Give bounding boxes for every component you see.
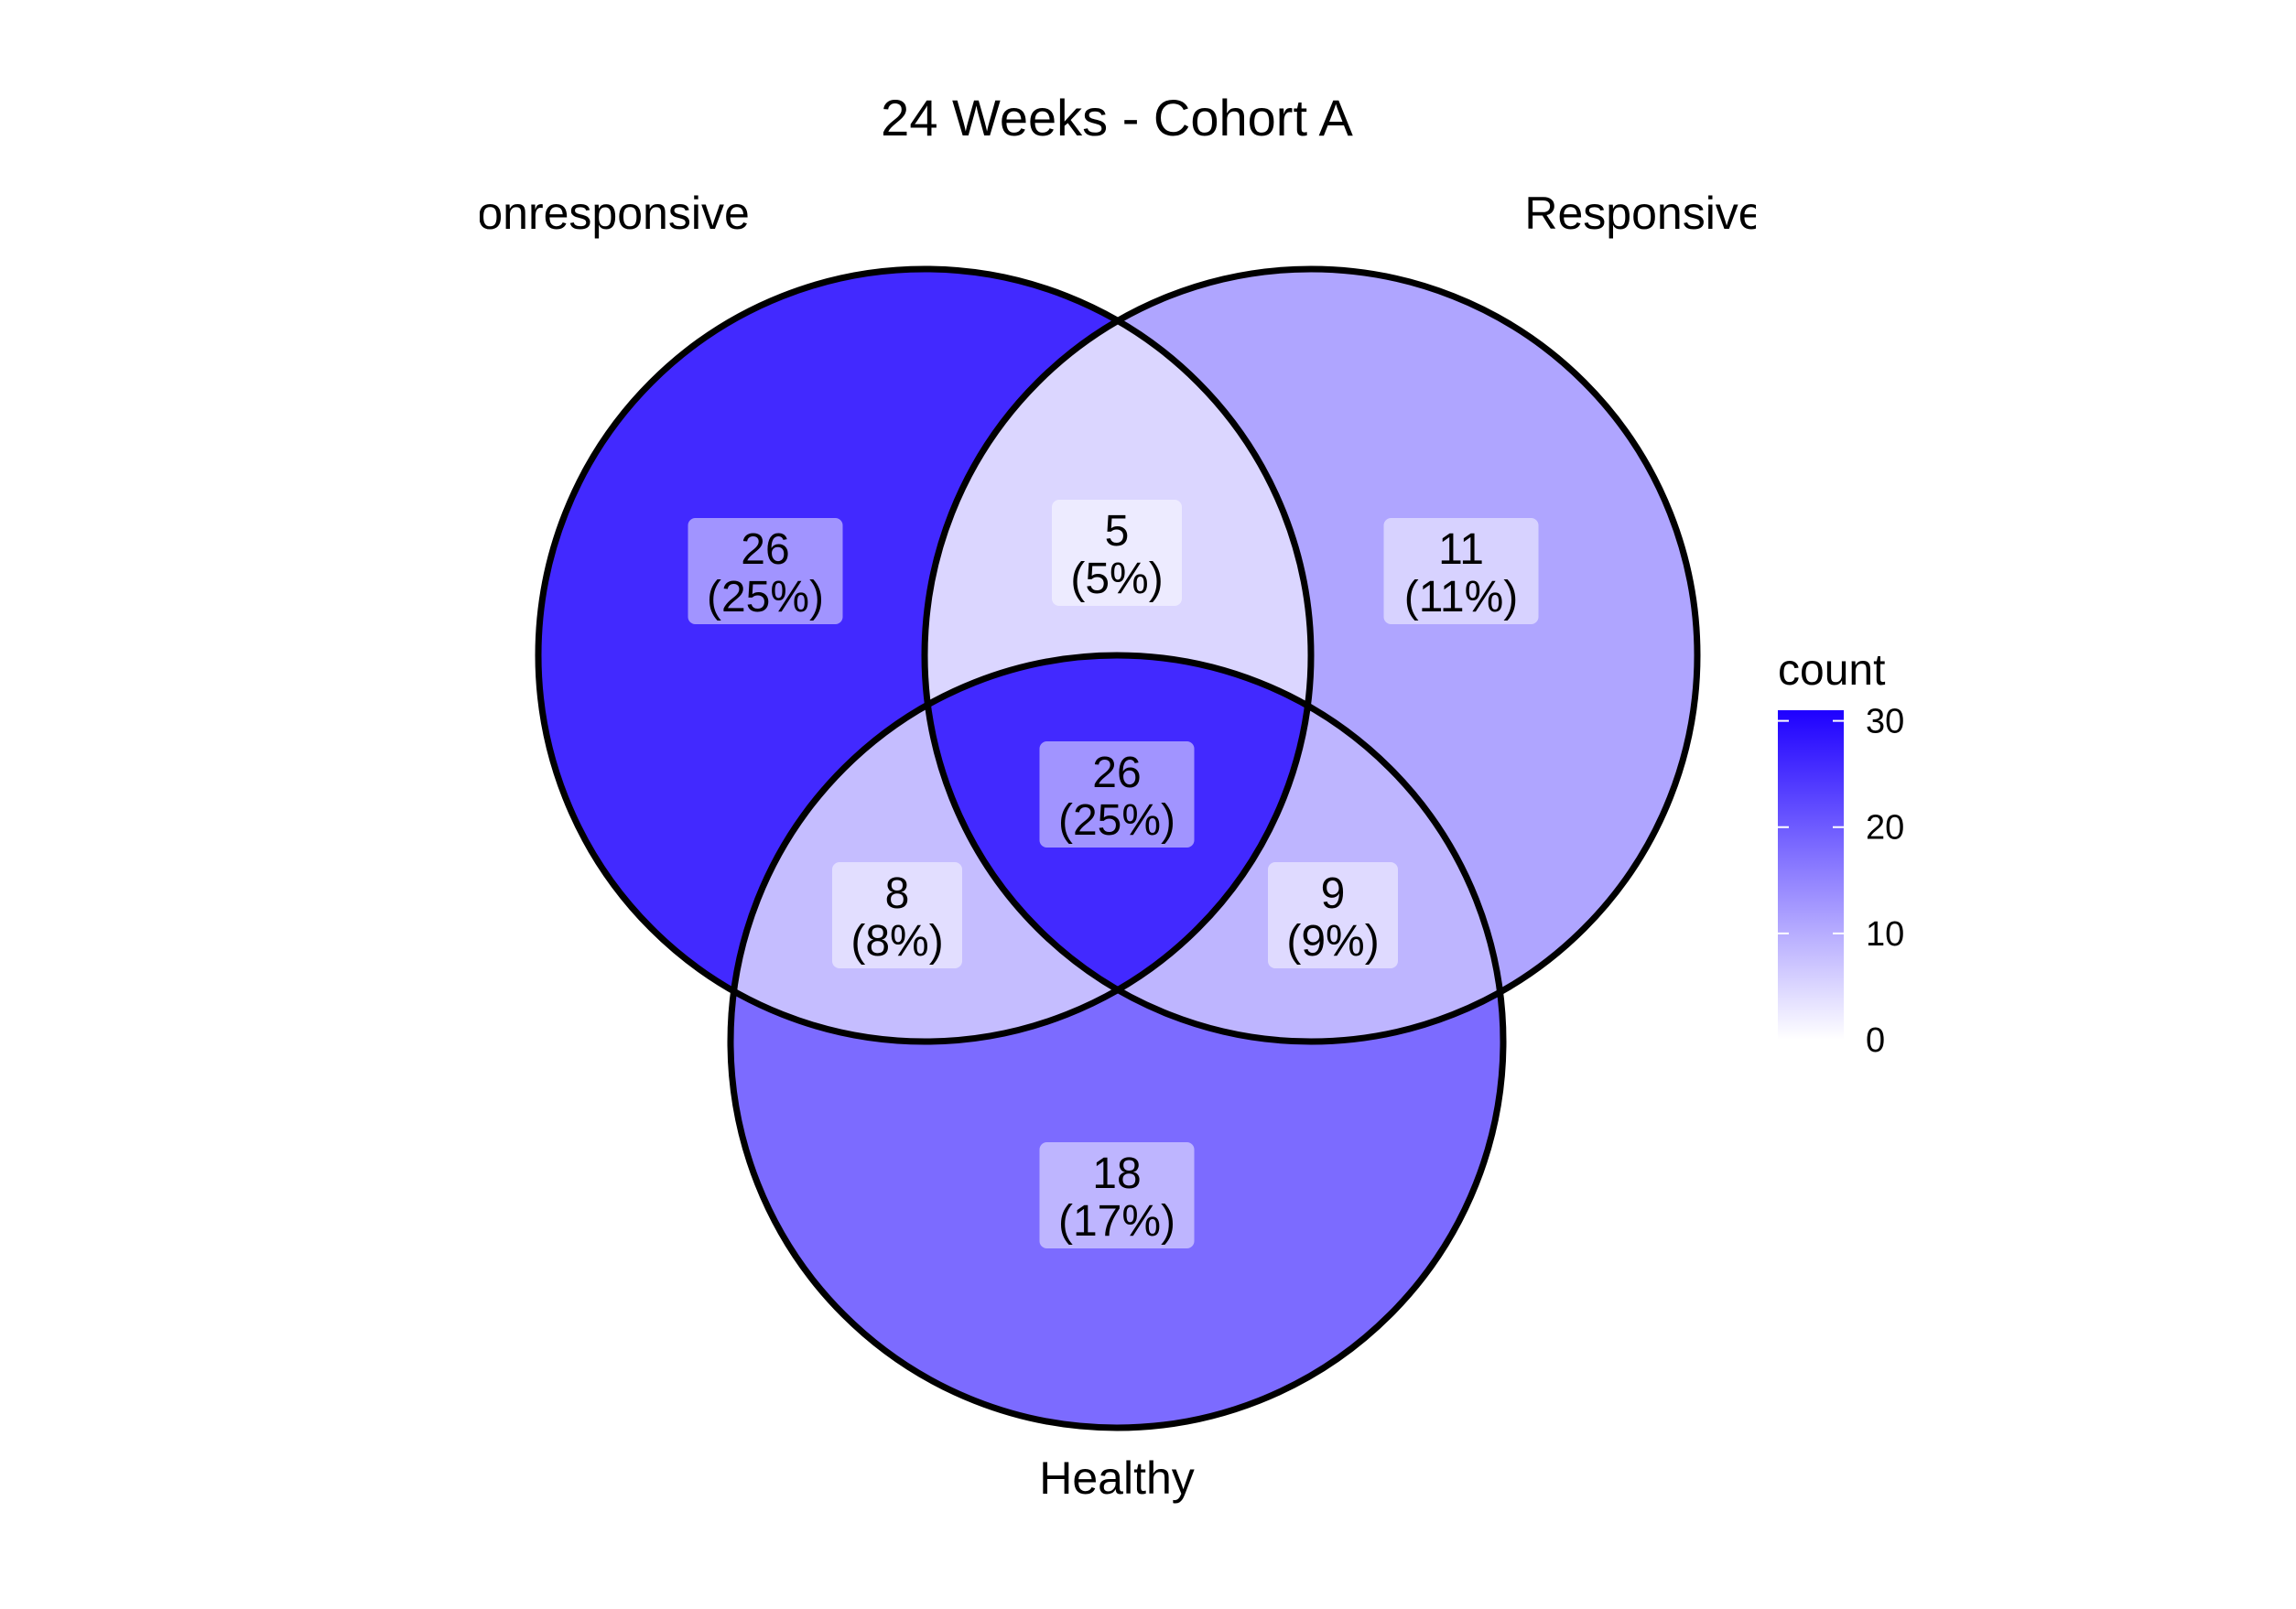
- region-count: 18: [1092, 1150, 1141, 1198]
- region-percent: (9%): [1286, 917, 1379, 966]
- chart-title: 24 Weeks - Cohort A: [881, 89, 1353, 146]
- region-count: 9: [1321, 869, 1346, 918]
- legend-ticks: 0 10 20 30: [1778, 703, 1904, 1060]
- region-percent: (8%): [850, 917, 943, 966]
- set-label-nonresponsive: Nonresponsive: [444, 188, 750, 239]
- region-label: 8(8%): [832, 862, 962, 968]
- region-label-box: [832, 862, 962, 968]
- legend-colorbar: [1778, 710, 1844, 1040]
- circle-healthy: [727, 652, 1507, 1431]
- region-label-box: [1052, 500, 1182, 606]
- region-label-box: [688, 518, 843, 624]
- region-count: 8: [885, 869, 910, 918]
- region-label: 11(11%): [1383, 518, 1539, 624]
- region-count: 11: [1438, 525, 1484, 574]
- region-percent: (25%): [707, 573, 824, 621]
- set-label-responsive: Responsive: [1524, 188, 1763, 239]
- legend-tick-label: 30: [1866, 703, 1904, 741]
- region-percent: (17%): [1058, 1197, 1175, 1246]
- region-label-box: [1383, 518, 1539, 624]
- region-label: 5(5%): [1052, 500, 1182, 606]
- legend-tick-label: 0: [1866, 1021, 1885, 1060]
- region-label-box: [1039, 741, 1195, 848]
- set-label-healthy: Healthy: [1039, 1452, 1195, 1504]
- legend-title: count: [1778, 646, 1885, 695]
- region-percent: (25%): [1058, 796, 1175, 845]
- region-count: 26: [741, 525, 789, 574]
- region-count: 5: [1105, 507, 1130, 556]
- circle-responsive: [921, 265, 1701, 1045]
- legend-tick-label: 20: [1866, 809, 1904, 848]
- region-label: 26(25%): [688, 518, 843, 624]
- region-labels: 26(25%)11(11%)18(17%)5(5%)8(8%)9(9%)26(2…: [688, 500, 1539, 1248]
- region-label-box: [1268, 862, 1398, 968]
- region-label: 26(25%): [1039, 741, 1195, 848]
- circle-nonresponsive: [535, 265, 1315, 1045]
- circle-outlines: [535, 265, 1701, 1431]
- region-percent: (5%): [1070, 555, 1163, 603]
- region-percent: (11%): [1404, 573, 1518, 621]
- region-label: 18(17%): [1039, 1142, 1195, 1248]
- legend: count 0 10 20 30: [1778, 646, 1904, 1060]
- region-count: 26: [1092, 749, 1141, 797]
- legend-tick-label: 10: [1866, 915, 1904, 954]
- region-label-box: [1039, 1142, 1195, 1248]
- region-label: 9(9%): [1268, 862, 1398, 968]
